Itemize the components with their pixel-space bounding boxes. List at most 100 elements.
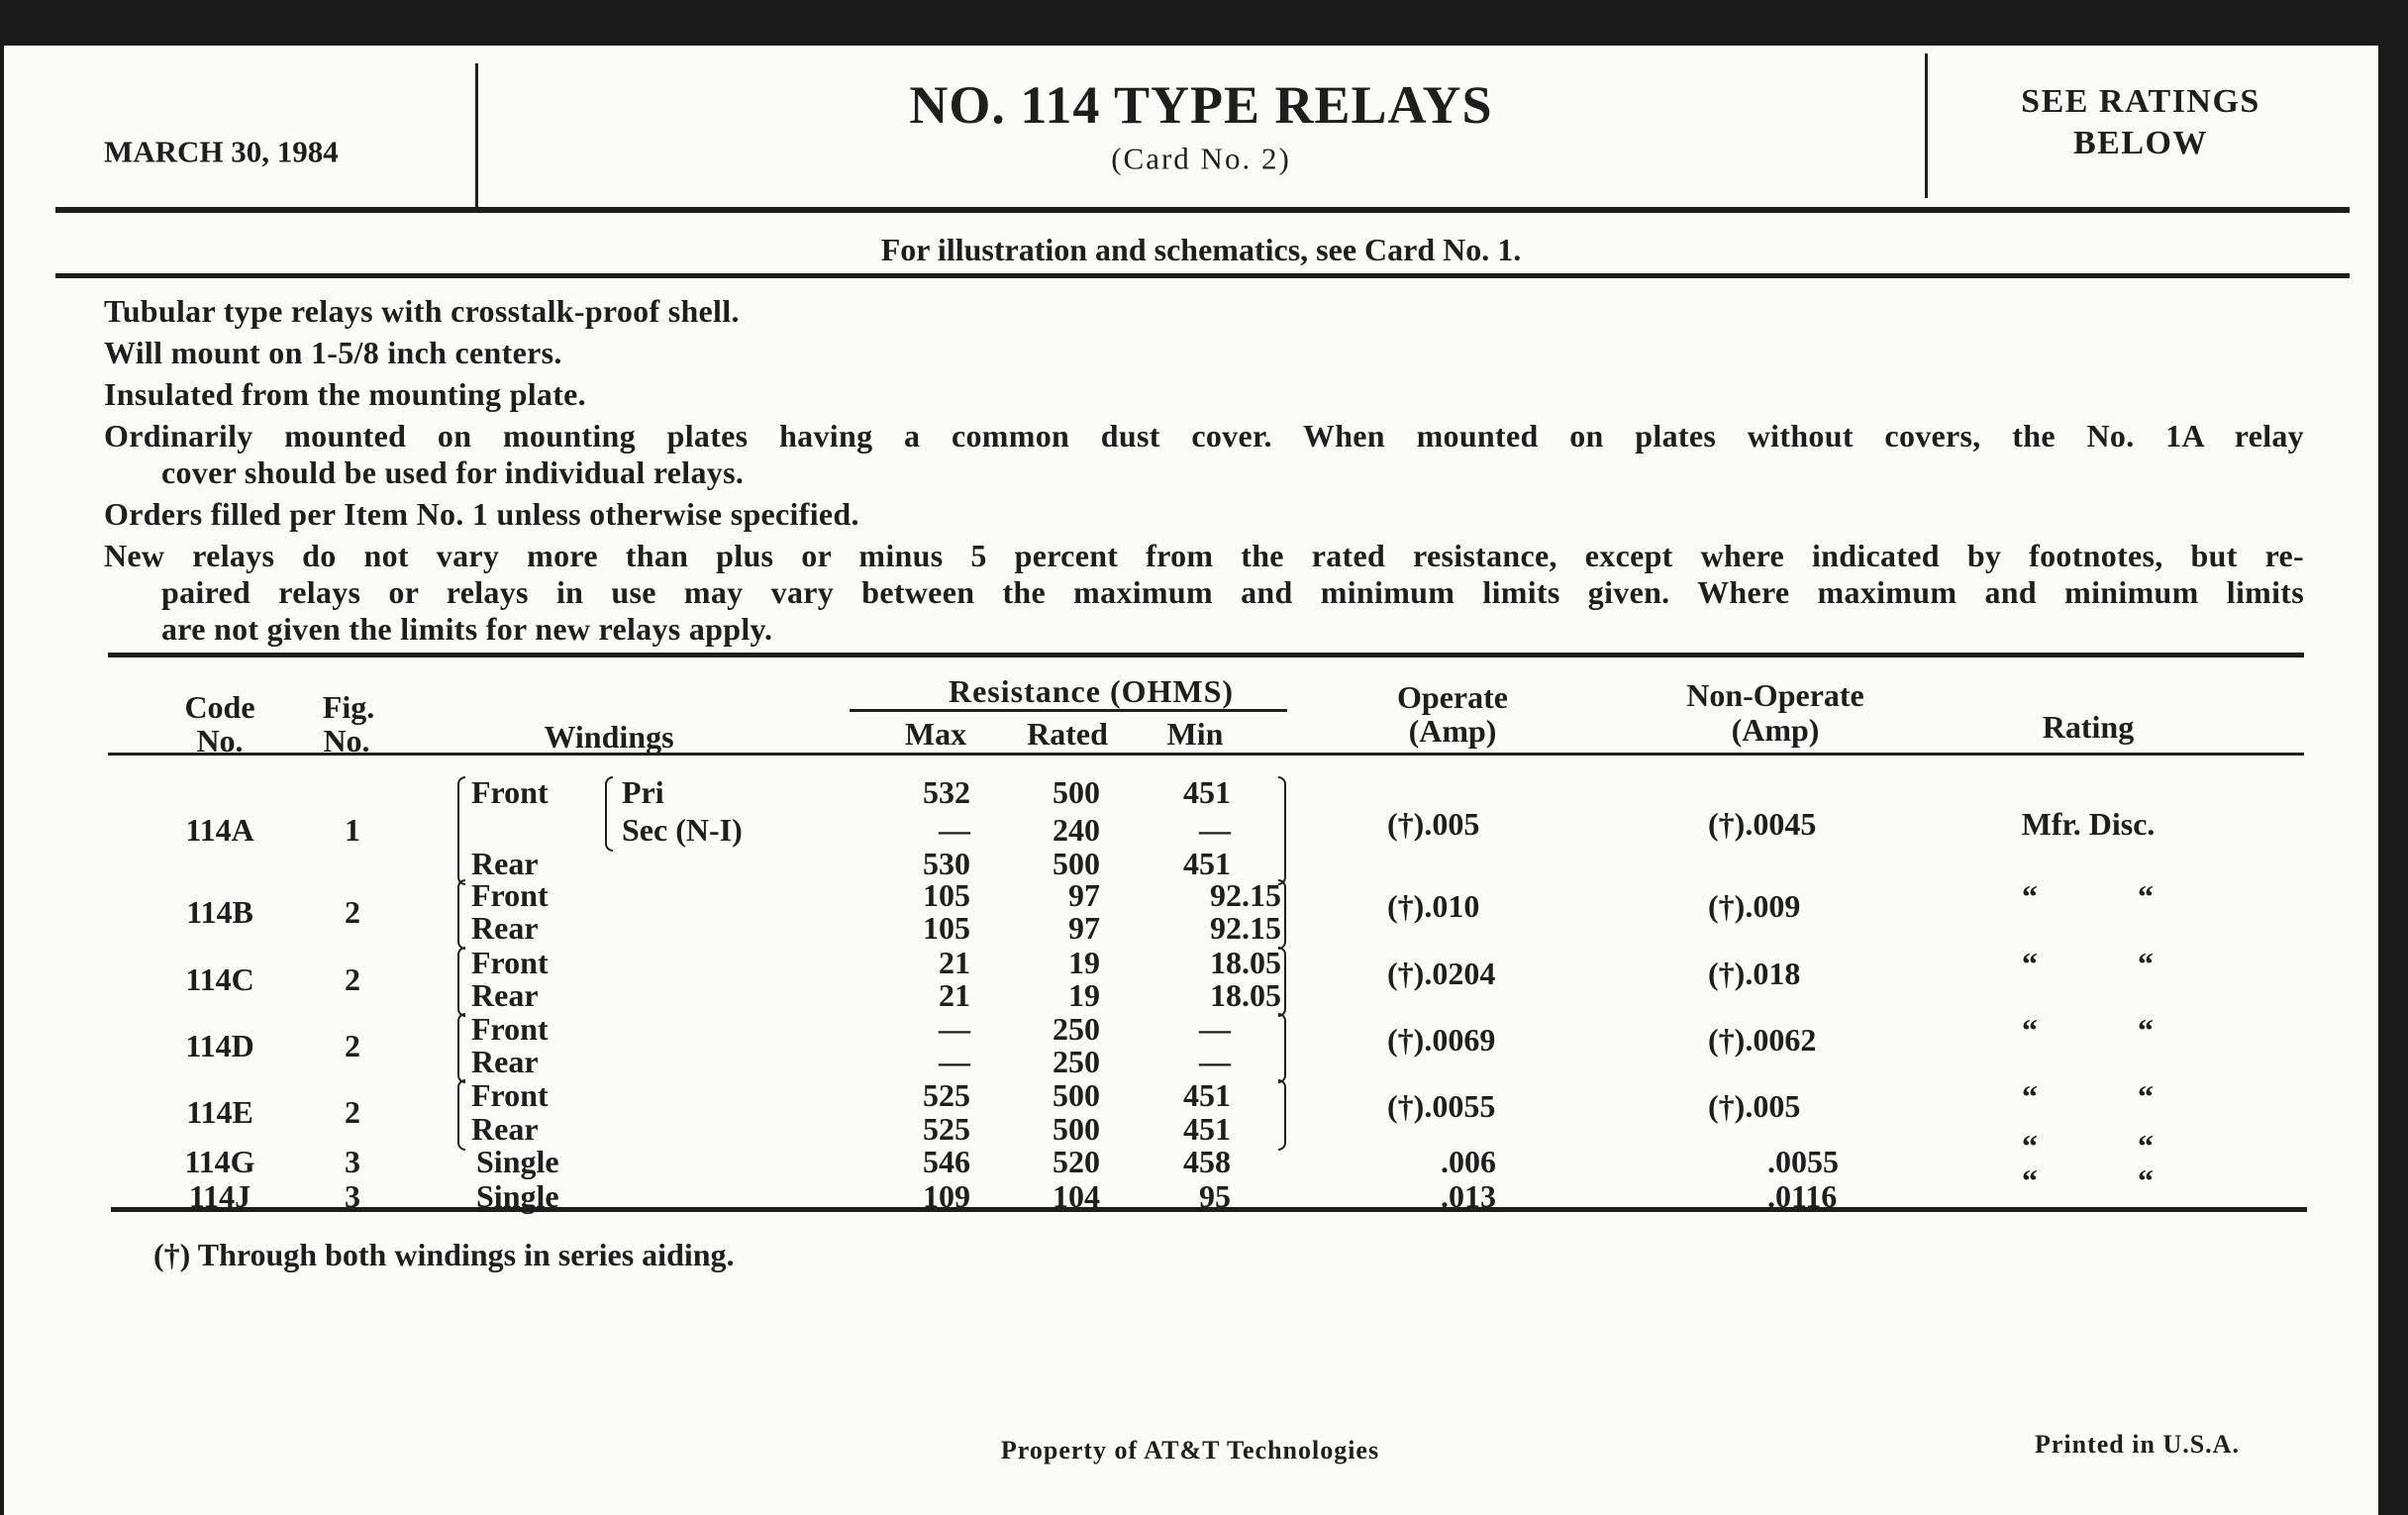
winding-label: Rear: [471, 1111, 539, 1147]
header-operate-unit: (Amp): [1408, 713, 1497, 749]
ditto-mark: “: [2138, 1162, 2154, 1198]
opening-brace: [457, 1013, 465, 1083]
resistance-rated: 500: [1053, 1077, 1100, 1113]
code-number: 114E: [186, 1094, 253, 1130]
code-number: 114D: [185, 1027, 254, 1063]
header-divider-right: [1925, 53, 1928, 198]
resistance-rated: 500: [1053, 846, 1100, 881]
table-top-rule: [108, 653, 2304, 657]
resistance-min: 451: [1183, 774, 1231, 810]
opening-brace: [457, 1079, 465, 1151]
resistance-min: —: [1199, 812, 1231, 848]
winding-label: Rear: [471, 846, 539, 881]
header-max: Max: [904, 716, 967, 752]
paragraph-line: paired relays or relays in use may vary …: [161, 574, 2304, 610]
resistance-rated: 240: [1053, 812, 1100, 848]
resistance-max: 105: [923, 910, 970, 946]
resistance-rated: 520: [1053, 1144, 1100, 1179]
header-fig: Fig.: [322, 689, 375, 725]
header-fig-no: No.: [323, 723, 370, 758]
footer-property: Property of AT&T Technologies: [1000, 1436, 1380, 1464]
description-paragraph: Ordinarily mounted on mounting plates ha…: [104, 418, 2304, 491]
resistance-max: —: [939, 1044, 970, 1079]
resistance-rated: 97: [1068, 910, 1100, 946]
rating: Mfr. Disc.: [2021, 806, 2156, 842]
figure-number: 3: [345, 1178, 360, 1214]
resistance-min: 18.05: [1210, 945, 1281, 980]
footer-printed: Printed in U.S.A.: [2035, 1430, 2240, 1459]
resistance-min: —: [1199, 1044, 1231, 1079]
winding-label: Front: [471, 945, 549, 980]
closing-brace: [1278, 1013, 1286, 1083]
header-rule: [55, 207, 2350, 213]
winding-label: Front: [471, 1011, 549, 1047]
ratings-note-line1: SEE RATINGS: [2021, 83, 2260, 120]
resistance-min: —: [1199, 1011, 1231, 1047]
resistance-min: 451: [1183, 846, 1231, 881]
ditto-mark: “: [2138, 877, 2154, 914]
resistance-min: 92.15: [1210, 910, 1281, 946]
opening-brace: [457, 776, 465, 885]
ditto-mark: “: [2022, 945, 2038, 981]
code-number: 114A: [185, 812, 254, 848]
operate-current: .006: [1441, 1144, 1496, 1179]
operate-current: (†).010: [1387, 887, 1480, 924]
table-header-rule: [108, 753, 2304, 756]
operate-current: (†).0204: [1387, 955, 1496, 991]
page-title: NO. 114 TYPE RELAYS: [909, 75, 1493, 135]
nonoperate-current: .0055: [1767, 1144, 1839, 1179]
nonoperate-current: .0116: [1767, 1178, 1838, 1214]
winding-label: Rear: [471, 977, 539, 1013]
ditto-mark: “: [2138, 1078, 2154, 1114]
resistance-max: 109: [923, 1178, 970, 1214]
description-paragraphs: Tubular type relays with crosstalk-proof…: [104, 293, 2304, 653]
winding-label: Front: [471, 877, 549, 913]
winding-sublabel: Sec (N-I): [622, 812, 743, 848]
winding-label: Front: [471, 1077, 549, 1113]
resistance-max: 105: [923, 877, 970, 913]
reference-rule: [55, 273, 2350, 278]
card-date: MARCH 30, 1984: [104, 134, 339, 169]
resistance-rated: 500: [1053, 1111, 1100, 1147]
header-windings: Windings: [544, 719, 674, 755]
header-min: Min: [1166, 716, 1224, 752]
paragraph-line: cover should be used for individual rela…: [161, 454, 745, 490]
opening-brace: [457, 879, 465, 950]
ditto-mark: “: [2022, 877, 2038, 914]
figure-number: 2: [345, 960, 360, 997]
nonoperate-current: (†).0045: [1708, 806, 1817, 842]
header-nonoperate-unit: (Amp): [1731, 712, 1820, 748]
resistance-rated: 250: [1053, 1044, 1100, 1079]
resistance-max: 546: [923, 1144, 970, 1179]
paragraph-line: are not given the limits for new relays …: [161, 611, 773, 647]
description-paragraph: Will mount on 1-5/8 inch centers.: [104, 335, 2304, 371]
header-code: Code: [184, 689, 255, 725]
paragraph-line: New relays do not vary more than plus or…: [104, 538, 2304, 573]
resistance-max: 532: [923, 774, 970, 810]
code-number: 114J: [188, 1178, 251, 1214]
nonoperate-current: (†).005: [1708, 1088, 1801, 1124]
header-rated: Rated: [1027, 716, 1108, 752]
figure-number: 1: [345, 812, 360, 848]
figure-number: 2: [345, 1094, 360, 1130]
closing-brace: [1278, 879, 1286, 950]
opening-brace: [457, 947, 465, 1017]
header-divider-left: [475, 63, 478, 210]
paragraph-line: Orders filled per Item No. 1 unless othe…: [104, 496, 859, 532]
paragraph-line: Will mount on 1-5/8 inch centers.: [104, 335, 562, 370]
header-resistance: Resistance (OHMS): [948, 673, 1235, 709]
footnote: (†) Through both windings in series aidi…: [153, 1237, 735, 1272]
resistance-max: 21: [939, 977, 970, 1013]
resistance-max: —: [939, 812, 970, 848]
winding-label: Single: [476, 1178, 559, 1214]
card-subtitle: (Card No. 2): [1111, 141, 1291, 176]
resistance-rated: 250: [1053, 1011, 1100, 1047]
header-code-no: No.: [196, 723, 244, 758]
operate-current: (†).0069: [1387, 1021, 1496, 1058]
resistance-rated: 97: [1068, 877, 1100, 913]
figure-number: 2: [345, 893, 360, 930]
paragraph-line: Insulated from the mounting plate.: [104, 376, 586, 412]
code-number: 114C: [185, 960, 254, 997]
resistance-rated: 19: [1068, 977, 1100, 1013]
winding-label: Single: [476, 1144, 559, 1179]
